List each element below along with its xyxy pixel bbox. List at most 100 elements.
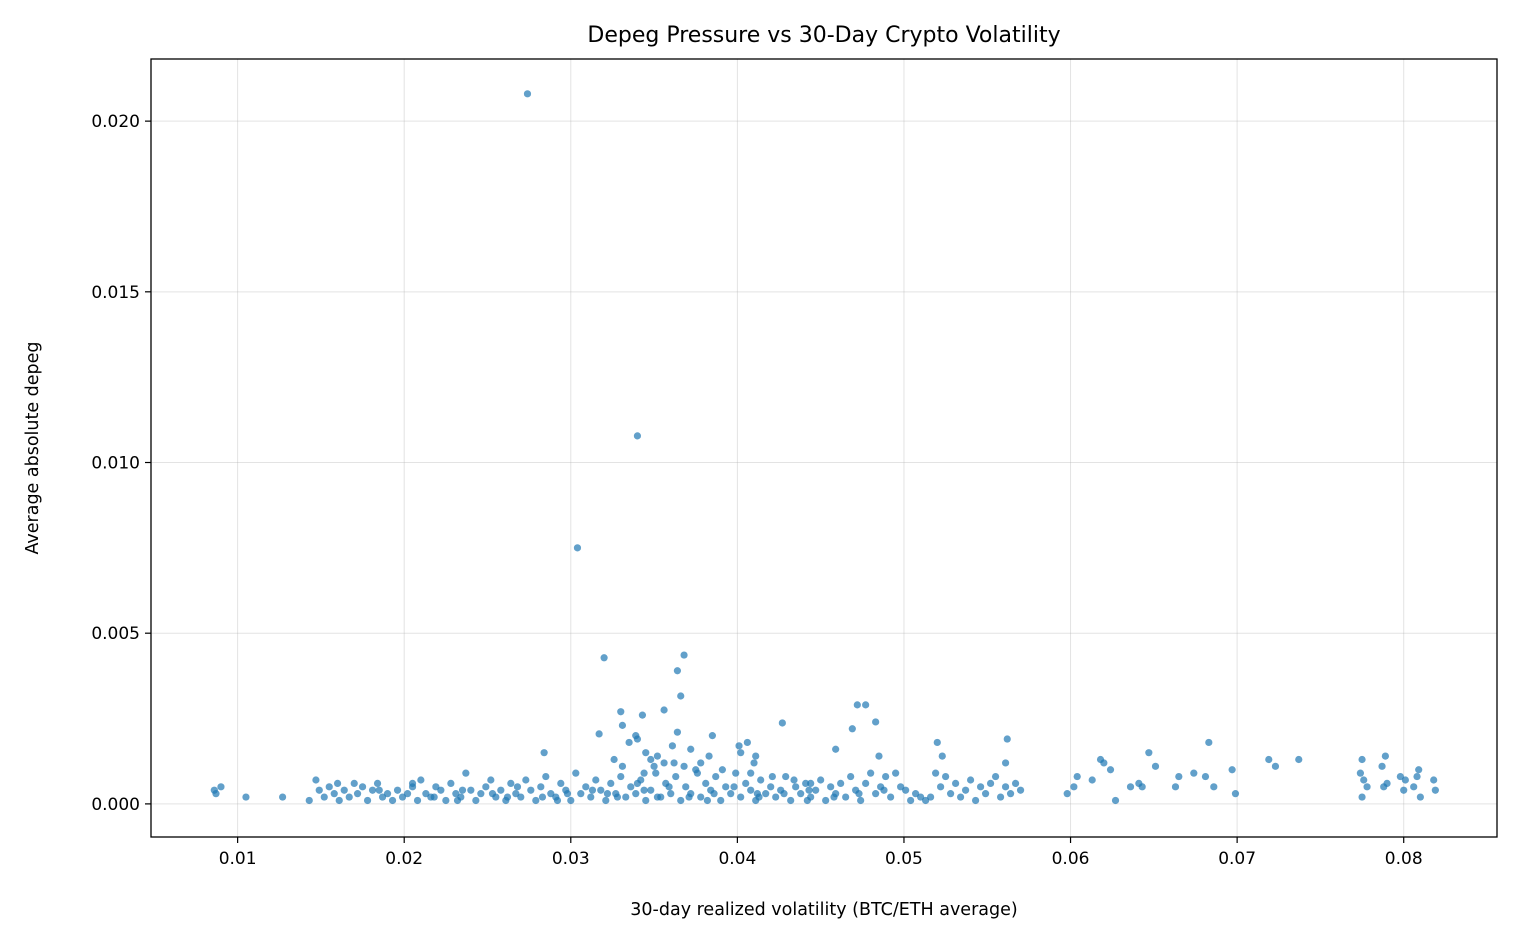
data-point [1271, 762, 1280, 770]
data-point [1228, 766, 1236, 774]
data-point [312, 776, 320, 784]
data-point [647, 786, 655, 794]
data-point [553, 796, 562, 805]
data-point [1011, 779, 1020, 788]
data-point [790, 776, 798, 784]
data-point [767, 783, 775, 791]
data-point [752, 752, 760, 760]
data-point [697, 759, 705, 767]
data-point [1381, 752, 1389, 760]
data-point [807, 779, 815, 788]
grid [151, 59, 1497, 837]
data-point [393, 786, 402, 794]
x-tick-label: 0.04 [718, 849, 756, 869]
data-point [933, 738, 941, 747]
data-point [1356, 769, 1365, 777]
data-point [680, 762, 688, 770]
data-point [540, 749, 548, 757]
data-point [842, 793, 850, 801]
y-tick-label: 0.005 [91, 624, 140, 644]
data-point [703, 796, 711, 805]
data-point [488, 790, 497, 798]
x-tick-label: 0.05 [885, 849, 923, 869]
data-point [1003, 735, 1011, 743]
data-point [1358, 793, 1366, 801]
data-point [887, 793, 895, 801]
data-point [1063, 790, 1071, 798]
data-point [430, 793, 438, 801]
data-point [538, 793, 547, 801]
y-axis: 0.000 0.005 0.010 0.015 0.020 [91, 112, 151, 815]
data-point [1073, 772, 1081, 781]
data-point [1016, 786, 1025, 794]
data-point [617, 772, 625, 781]
data-point [613, 793, 622, 801]
y-tick-label: 0.015 [91, 283, 140, 303]
data-point [976, 783, 985, 791]
data-point [602, 796, 610, 805]
data-point [625, 738, 633, 747]
x-axis-label: 30-day realized volatility (BTC/ETH aver… [630, 900, 1017, 920]
data-point [368, 786, 377, 794]
data-point [966, 776, 975, 784]
data-point [350, 779, 358, 788]
data-point [991, 772, 1000, 781]
data-point [902, 786, 910, 794]
data-point [1410, 783, 1418, 791]
data-point [1001, 783, 1010, 791]
data-point [557, 779, 565, 788]
data-point [587, 793, 595, 801]
data-point [753, 790, 761, 798]
data-point [482, 783, 490, 791]
data-point [952, 779, 960, 788]
data-point [1431, 786, 1439, 794]
data-point [1001, 759, 1010, 767]
data-point [1171, 783, 1180, 791]
data-point [333, 779, 342, 788]
data-point [892, 769, 900, 777]
data-point [817, 776, 825, 784]
y-axis-label: Average absolute depeg [23, 341, 43, 554]
data-point [345, 793, 353, 801]
data-point [693, 769, 701, 777]
data-point [712, 772, 720, 781]
data-point [805, 786, 813, 794]
data-point [497, 786, 505, 794]
data-point [633, 779, 642, 788]
data-point [797, 790, 805, 798]
data-point [750, 759, 758, 767]
y-tick-label: 0.000 [91, 795, 140, 815]
data-point [907, 796, 915, 805]
data-point [996, 793, 1005, 801]
data-point [710, 790, 718, 798]
data-point [956, 793, 965, 801]
data-point [653, 752, 662, 760]
data-point [1210, 783, 1218, 791]
data-point [857, 796, 865, 805]
data-point [938, 752, 946, 760]
data-point [1151, 762, 1160, 770]
data-point [1111, 796, 1120, 805]
data-point [279, 793, 287, 801]
data-point [330, 790, 338, 798]
data-point [1138, 783, 1146, 791]
data-point [652, 769, 660, 777]
data-point [848, 725, 856, 733]
data-point [610, 755, 618, 764]
data-point [668, 742, 677, 750]
data-point [1363, 783, 1371, 791]
data-point [523, 90, 532, 98]
data-point [453, 796, 462, 805]
data-point [782, 772, 790, 781]
data-point [837, 779, 845, 788]
data-point [358, 783, 367, 791]
data-point [638, 711, 647, 719]
data-point [803, 796, 811, 805]
data-point [743, 738, 751, 747]
data-point [1070, 783, 1078, 791]
data-point [563, 790, 572, 798]
data-point [737, 749, 745, 757]
data-point [462, 769, 470, 777]
data-point [513, 783, 522, 791]
data-point [363, 796, 372, 805]
